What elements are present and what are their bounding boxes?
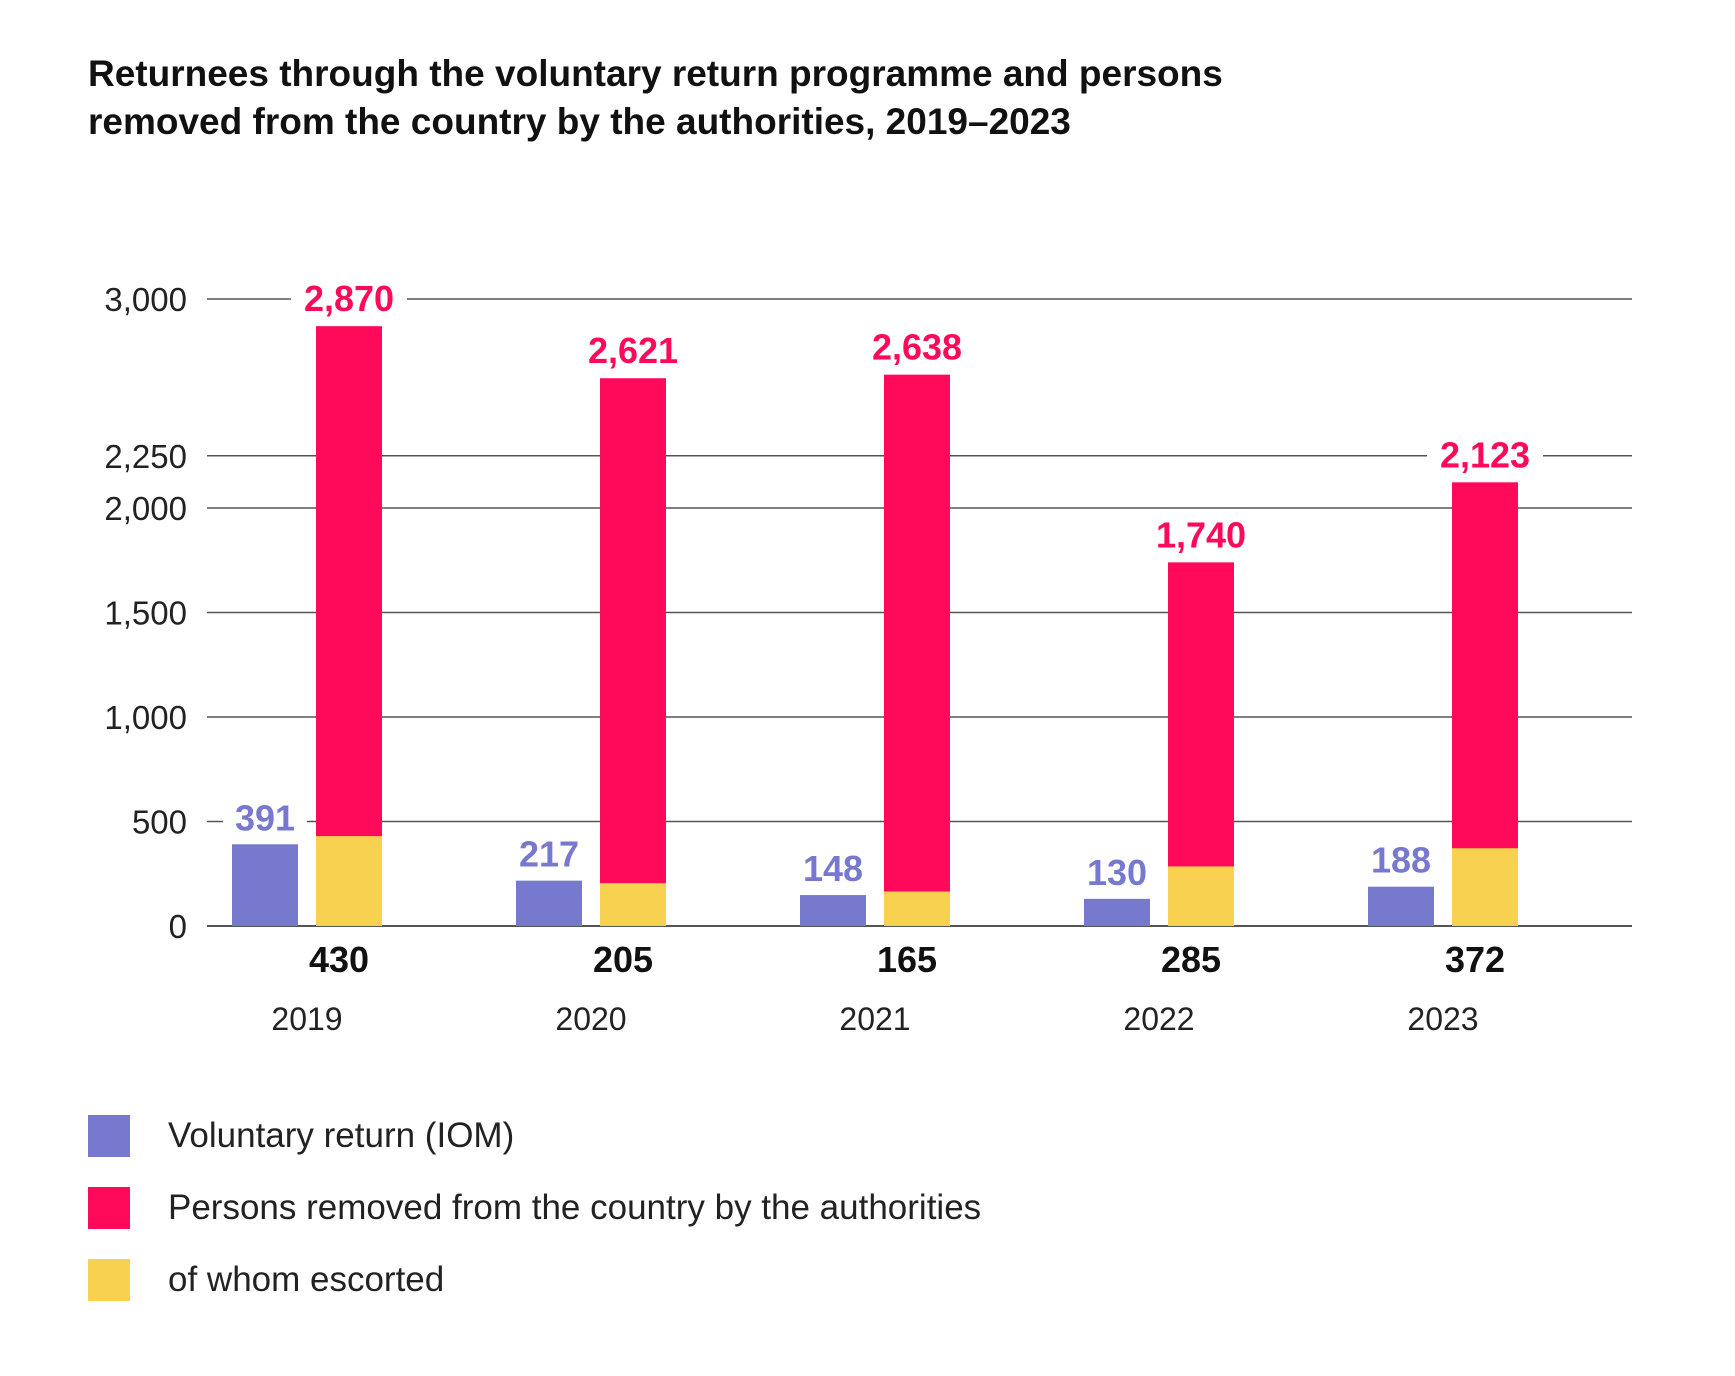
label-halo bbox=[1143, 510, 1259, 551]
bar-voluntary bbox=[516, 880, 582, 926]
legend-item-escorted: of whom escorted bbox=[88, 1244, 981, 1316]
legend-swatch-voluntary bbox=[88, 1115, 130, 1157]
x-tick-label: 2019 bbox=[271, 1001, 342, 1037]
bar-escorted bbox=[600, 883, 666, 926]
value-label-escorted: 165 bbox=[877, 939, 937, 980]
x-tick-label: 2023 bbox=[1407, 1001, 1478, 1037]
bar-escorted bbox=[1168, 866, 1234, 926]
value-label-voluntary: 148 bbox=[803, 848, 863, 889]
bar-removed bbox=[316, 326, 382, 926]
bar-voluntary bbox=[1368, 886, 1434, 926]
legend: Voluntary return (IOM) Persons removed f… bbox=[88, 1100, 981, 1316]
bar-voluntary bbox=[800, 895, 866, 926]
chart-title-line-2: removed from the country by the authorit… bbox=[88, 101, 1071, 142]
value-label-removed: 2,621 bbox=[588, 330, 678, 371]
label-halo bbox=[1359, 836, 1443, 875]
x-tick-label: 2022 bbox=[1123, 1001, 1194, 1037]
bar-escorted bbox=[316, 836, 382, 926]
label-halo bbox=[859, 322, 975, 363]
value-label-escorted: 372 bbox=[1445, 939, 1505, 980]
legend-label-escorted: of whom escorted bbox=[168, 1260, 445, 1299]
legend-item-removed: Persons removed from the country by the … bbox=[88, 1172, 981, 1244]
label-halo bbox=[1075, 848, 1159, 887]
bar-voluntary bbox=[1084, 898, 1150, 926]
legend-item-voluntary: Voluntary return (IOM) bbox=[88, 1100, 981, 1172]
y-tick-label: 0 bbox=[169, 908, 187, 945]
bar-removed bbox=[600, 378, 666, 926]
y-tick-label: 1,000 bbox=[104, 699, 187, 736]
x-tick-label: 2021 bbox=[839, 1001, 910, 1037]
legend-label-voluntary: Voluntary return (IOM) bbox=[168, 1116, 515, 1155]
label-halo bbox=[507, 830, 591, 869]
y-tick-label: 500 bbox=[132, 804, 187, 841]
value-label-removed: 1,740 bbox=[1156, 514, 1246, 555]
value-label-escorted: 430 bbox=[309, 939, 369, 980]
y-tick-label: 2,250 bbox=[104, 438, 187, 475]
chart-title: Returnees through the voluntary return p… bbox=[88, 50, 1538, 146]
label-halo bbox=[575, 326, 691, 367]
value-label-escorted: 285 bbox=[1161, 939, 1221, 980]
bar-chart: 0 500 1,000 1,500 2,000 2,250 3,000 2,870 430 391… bbox=[104, 274, 1632, 1037]
label-halo bbox=[791, 845, 875, 884]
legend-label-removed: Persons removed from the country by the … bbox=[168, 1188, 982, 1227]
label-halo bbox=[223, 794, 307, 833]
value-label-voluntary: 130 bbox=[1087, 852, 1147, 893]
y-tick-label: 3,000 bbox=[104, 281, 187, 318]
label-halo bbox=[291, 274, 407, 315]
y-tick-label: 2,000 bbox=[104, 490, 187, 527]
legend-swatch-escorted bbox=[88, 1259, 130, 1301]
value-label-removed: 2,870 bbox=[304, 278, 394, 319]
x-tick-label: 2020 bbox=[555, 1001, 626, 1037]
value-label-voluntary: 217 bbox=[519, 834, 579, 875]
chart-title-line-1: Returnees through the voluntary return p… bbox=[88, 53, 1223, 94]
value-label-voluntary: 391 bbox=[235, 797, 295, 838]
bar-removed bbox=[884, 374, 950, 927]
value-label-removed: 2,638 bbox=[872, 327, 962, 368]
value-label-removed: 2,123 bbox=[1440, 434, 1530, 475]
bar-escorted bbox=[884, 891, 950, 926]
bar-voluntary bbox=[232, 844, 298, 926]
value-label-escorted: 205 bbox=[593, 939, 653, 980]
y-tick-label: 1,500 bbox=[104, 595, 187, 632]
bar-escorted bbox=[1452, 848, 1518, 926]
bar-removed bbox=[1168, 562, 1234, 926]
legend-swatch-removed bbox=[88, 1187, 130, 1229]
value-label-voluntary: 188 bbox=[1371, 840, 1431, 881]
label-halo bbox=[1427, 430, 1543, 471]
